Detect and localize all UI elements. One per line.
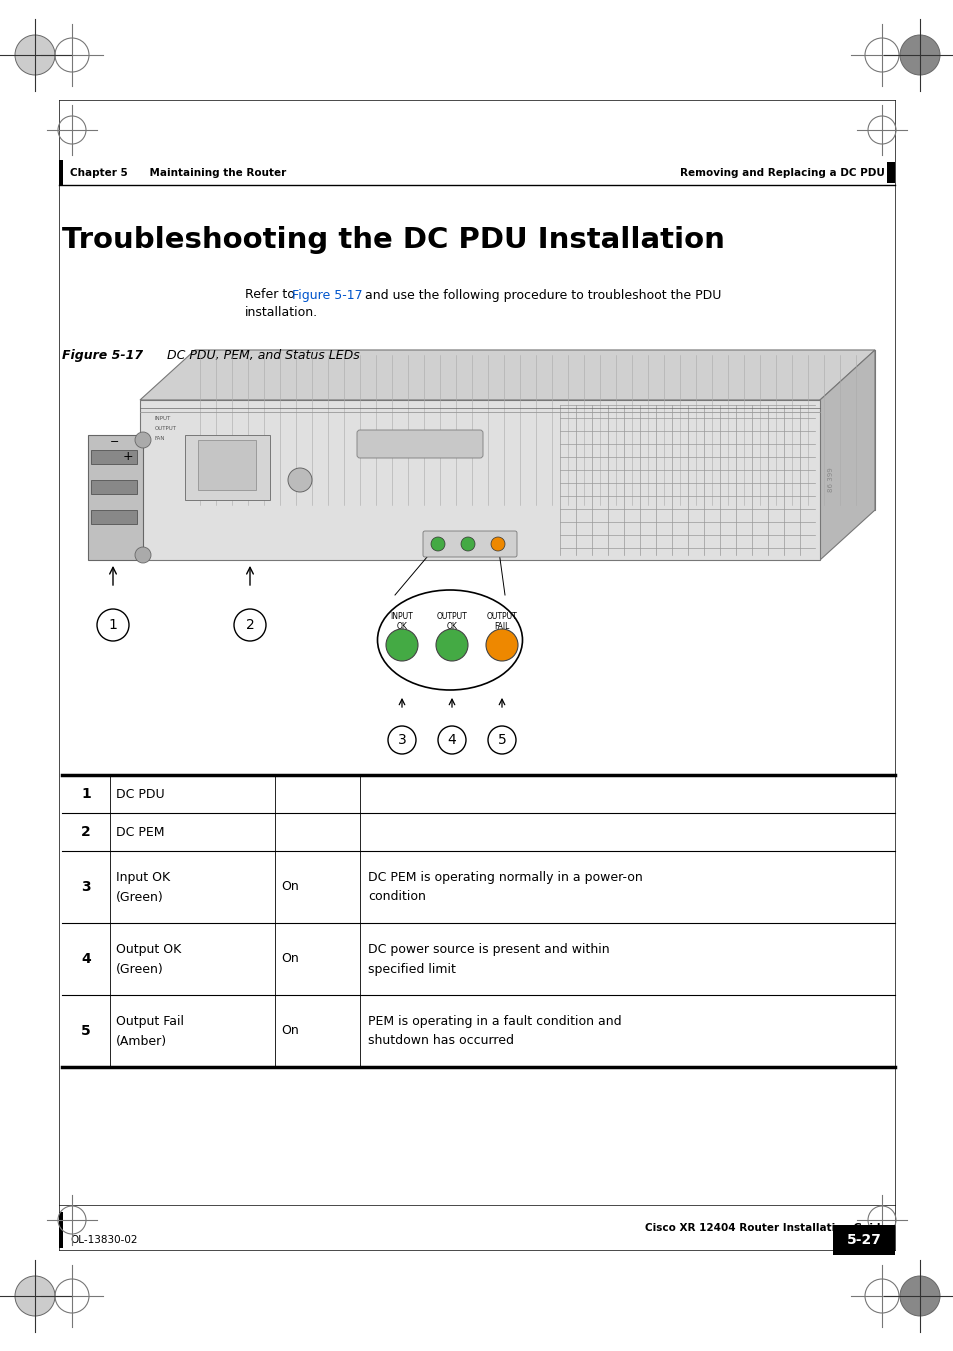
Bar	[59, 159, 63, 185]
Text: (Green): (Green)	[116, 890, 164, 904]
Polygon shape	[140, 350, 874, 400]
Circle shape	[388, 725, 416, 754]
Text: 2: 2	[81, 825, 91, 839]
Circle shape	[233, 609, 266, 640]
Text: 4: 4	[81, 952, 91, 966]
Text: −: −	[111, 436, 119, 447]
Text: Chapter 5      Maintaining the Router: Chapter 5 Maintaining the Router	[70, 168, 286, 177]
Text: Cisco XR 12404 Router Installation Guide: Cisco XR 12404 Router Installation Guide	[644, 1223, 887, 1233]
Text: Input OK: Input OK	[116, 871, 170, 885]
Circle shape	[485, 630, 517, 661]
Text: Output Fail: Output Fail	[116, 1016, 184, 1028]
Text: Figure 5-17: Figure 5-17	[62, 349, 178, 362]
Bar	[88, 435, 143, 561]
Text: (Green): (Green)	[116, 962, 164, 975]
Text: Troubleshooting the DC PDU Installation: Troubleshooting the DC PDU Installation	[62, 226, 724, 254]
Polygon shape	[194, 350, 874, 509]
Circle shape	[97, 609, 129, 640]
Circle shape	[288, 467, 312, 492]
Circle shape	[899, 35, 939, 76]
Bar	[886, 162, 894, 182]
Text: 3: 3	[397, 734, 406, 747]
Text: Figure 5-17: Figure 5-17	[292, 289, 362, 301]
Circle shape	[899, 1275, 939, 1316]
Text: INPUT: INPUT	[154, 416, 172, 420]
Text: FAN: FAN	[154, 435, 165, 440]
Bar	[832, 1225, 894, 1255]
Circle shape	[431, 536, 444, 551]
Text: 3: 3	[81, 880, 91, 894]
FancyBboxPatch shape	[422, 531, 517, 557]
Text: +: +	[123, 450, 133, 462]
Circle shape	[135, 547, 151, 563]
Bar	[185, 435, 270, 500]
Circle shape	[15, 1275, 55, 1316]
Text: 5: 5	[497, 734, 506, 747]
Text: and use the following procedure to troubleshoot the PDU: and use the following procedure to troub…	[360, 289, 720, 301]
Text: INPUT
OK: INPUT OK	[390, 612, 413, 631]
Text: 1: 1	[81, 788, 91, 801]
Text: OUTPUT
FAIL: OUTPUT FAIL	[486, 612, 517, 631]
Bar	[91, 509, 137, 524]
Text: shutdown has occurred: shutdown has occurred	[368, 1035, 514, 1047]
Text: DC PDU: DC PDU	[116, 788, 165, 801]
Circle shape	[491, 536, 504, 551]
Text: 4: 4	[447, 734, 456, 747]
Text: (Amber): (Amber)	[116, 1035, 167, 1047]
Text: PEM is operating in a fault condition and: PEM is operating in a fault condition an…	[368, 1015, 621, 1028]
Text: 5-27: 5-27	[845, 1233, 881, 1247]
Circle shape	[436, 630, 468, 661]
Text: 5: 5	[81, 1024, 91, 1038]
Bar	[91, 480, 137, 494]
Text: specified limit: specified limit	[368, 962, 456, 975]
Polygon shape	[820, 350, 874, 561]
Text: DC PDU, PEM, and Status LEDs: DC PDU, PEM, and Status LEDs	[167, 349, 359, 362]
Text: OL-13830-02: OL-13830-02	[70, 1235, 137, 1246]
Text: DC PEM: DC PEM	[116, 825, 164, 839]
Text: DC PEM is operating normally in a power-on: DC PEM is operating normally in a power-…	[368, 870, 642, 884]
Bar	[59, 1212, 63, 1248]
Text: On: On	[281, 1024, 298, 1038]
Ellipse shape	[377, 590, 522, 690]
Text: OUTPUT: OUTPUT	[154, 426, 177, 431]
Circle shape	[460, 536, 475, 551]
Circle shape	[15, 35, 55, 76]
Text: DC power source is present and within: DC power source is present and within	[368, 943, 609, 955]
Bar	[140, 400, 820, 561]
Text: Refer to: Refer to	[245, 289, 298, 301]
Text: installation.: installation.	[245, 307, 317, 319]
FancyBboxPatch shape	[356, 430, 482, 458]
Circle shape	[437, 725, 465, 754]
Text: OUTPUT
OK: OUTPUT OK	[436, 612, 467, 631]
Circle shape	[135, 432, 151, 449]
Text: 1: 1	[109, 617, 117, 632]
Circle shape	[386, 630, 417, 661]
Text: Removing and Replacing a DC PDU: Removing and Replacing a DC PDU	[679, 168, 884, 177]
Text: 2: 2	[245, 617, 254, 632]
Text: On: On	[281, 952, 298, 966]
Text: On: On	[281, 881, 298, 893]
Bar	[198, 440, 255, 490]
Bar	[91, 450, 137, 463]
Text: condition: condition	[368, 890, 425, 904]
Text: 86 399: 86 399	[827, 467, 833, 492]
Text: Output OK: Output OK	[116, 943, 181, 957]
Circle shape	[488, 725, 516, 754]
